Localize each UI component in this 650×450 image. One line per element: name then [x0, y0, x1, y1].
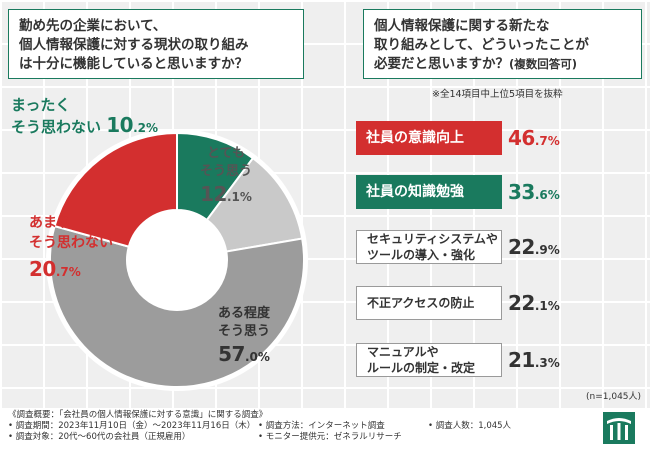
footer-method: • 調査方法：インターネット調査 [258, 421, 385, 431]
bar-2-label-2: ツールの導入・強化 [367, 248, 476, 262]
bar-1-label-1: 社員の知識勉強 [366, 184, 464, 200]
footer-provider: • モニター提供元：ゼネラルリサーチ [258, 432, 402, 442]
bar-2: セキュリティシステムや ツールの導入・強化 [356, 230, 502, 264]
pie-label-3: あまり そう思わない 20.7% [29, 213, 113, 282]
bar-3-value: 22.1% [508, 291, 560, 315]
bar-2-int: 22 [508, 235, 535, 259]
bar-row-3: 不正アクセスの防止 22.1% [356, 286, 560, 320]
bar-3-dec: .1 [534, 299, 548, 313]
bar-2-dec: .9 [534, 243, 548, 257]
pie-label-3-line-1: あまり [29, 215, 71, 231]
pie-label-3-line-2: そう思わない [29, 235, 113, 251]
footer-target: • 調査対象：20代〜60代の会社員（正規雇用） [8, 432, 191, 442]
bar-4-value: 21.3% [508, 348, 560, 372]
right-question-sub: (複数回答可) [509, 57, 578, 71]
right-question-line-3: 必要だと思いますか？(複数回答可) [374, 55, 631, 74]
pie-pct-2-unit: % [257, 350, 270, 364]
bar-0-dec: .7 [534, 134, 548, 148]
left-question-line-2: 個人情報保護に対する現状の取り組み [19, 37, 249, 53]
pie-pct-1-unit: % [239, 190, 252, 204]
left-question-line-1: 勤め先の企業において、 [19, 18, 167, 34]
bar-2-unit: % [547, 243, 560, 257]
bar-row-1: 社員の知識勉強 33.6% [356, 175, 560, 209]
pie-label-2-line-1: ある程度 [218, 306, 271, 321]
survey-footer: 《調査概要：「会社員の個人情報保護に対する意識」に関する調査》 • 調査期間：2… [0, 408, 650, 450]
pie-pct-3: 20.7% [29, 259, 113, 282]
pie-label-0-line-2: そう思わない 10.2% [11, 115, 158, 138]
bar-1: 社員の知識勉強 [356, 175, 502, 209]
bar-row-2: セキュリティシステムや ツールの導入・強化 22.9% [356, 230, 560, 264]
bar-0-value: 46.7% [508, 126, 560, 150]
pie-label-2-line-2: そう思う [218, 324, 271, 339]
donut-hole [127, 210, 227, 310]
pie-pct-0-int: 10 [106, 113, 134, 137]
footer-count: • 調査人数：1,045人 [428, 421, 512, 431]
bar-0: 社員の意識向上 [356, 121, 502, 155]
pie-pct-0-unit: % [146, 121, 159, 135]
pie-pct-2-dec: .0 [244, 350, 258, 364]
bar-4-int: 21 [508, 348, 535, 372]
bar-2-label-1: セキュリティシステムや [367, 232, 498, 246]
pie-pct-3-int: 20 [29, 257, 56, 281]
bar-3-unit: % [547, 299, 560, 313]
bar-3-label-1: 不正アクセスの防止 [367, 296, 475, 310]
bar-3: 不正アクセスの防止 [356, 286, 502, 320]
pie-pct-1-int: 12 [200, 182, 227, 206]
bar-4-dec: .3 [534, 356, 548, 370]
pie-pct-2: 57.0% [218, 342, 270, 367]
right-question-line-2: 取り組みとして、どういったことが [374, 37, 589, 53]
pie-label-0: まったく そう思わない 10.2% [11, 95, 158, 138]
donut-chart [46, 129, 308, 391]
bar-row-0: 社員の意識向上 46.7% [356, 121, 560, 155]
bar-2-value: 22.9% [508, 235, 560, 259]
pie-label-1: とても そう思う 12.1% [200, 145, 252, 207]
bar-4-unit: % [547, 356, 560, 370]
pie-pct-0-dec: .2 [133, 121, 147, 135]
pie-pct-3-unit: % [68, 265, 81, 279]
sample-size-note: (n=1,045人) [586, 392, 642, 402]
pie-pct-1: 12.1% [200, 182, 252, 207]
right-question-box: 個人情報保護に関する新たな 取り組みとして、どういったことが 必要だと思いますか… [363, 9, 642, 79]
pie-pct-3-dec: .7 [55, 265, 69, 279]
pie-pct-2-int: 57 [218, 342, 245, 366]
bar-0-label-1: 社員の意識向上 [366, 130, 464, 146]
left-question-box: 勤め先の企業において、 個人情報保護に対する現状の取り組み は十分に機能している… [8, 9, 304, 79]
right-question-line-1: 個人情報保護に関する新たな [374, 18, 550, 34]
pie-label-0-line-2-text: そう思わない [11, 118, 102, 136]
bar-1-unit: % [547, 188, 560, 202]
right-question-main: 必要だと思いますか？ [374, 56, 509, 72]
bar-0-int: 46 [508, 126, 535, 150]
company-logo-icon [603, 412, 635, 444]
pie-label-1-line-2: そう思う [200, 164, 253, 179]
left-question-line-3: は十分に機能していると思いますか？ [19, 56, 249, 72]
bar-1-dec: .6 [534, 188, 548, 202]
bar-row-4: マニュアルやルールの制定・改定 21.3% [356, 343, 560, 377]
bar-3-int: 22 [508, 291, 535, 315]
bar-4-label-1: マニュアルや [367, 345, 439, 359]
pie-label-1-line-1: とても [207, 146, 245, 161]
bar-4: マニュアルやルールの制定・改定 [356, 343, 502, 377]
pie-label-0-line-1: まったく [11, 96, 71, 114]
footer-title: 《調査概要：「会社員の個人情報保護に対する意識」に関する調査》 [8, 410, 268, 420]
excerpt-note: ※全14項目中上位5項目を抜粋 [432, 89, 563, 100]
footer-period: • 調査期間：2023年11月10日（金）〜2023年11月16日（木） [8, 421, 256, 431]
pie-pct-1-dec: .1 [226, 190, 240, 204]
bar-1-value: 33.6% [508, 180, 560, 204]
pie-label-2: ある程度 そう思う 57.0% [218, 305, 270, 367]
bar-4-label-2: ルールの制定・改定 [367, 361, 476, 375]
bar-1-int: 33 [508, 180, 535, 204]
bar-0-unit: % [547, 134, 560, 148]
